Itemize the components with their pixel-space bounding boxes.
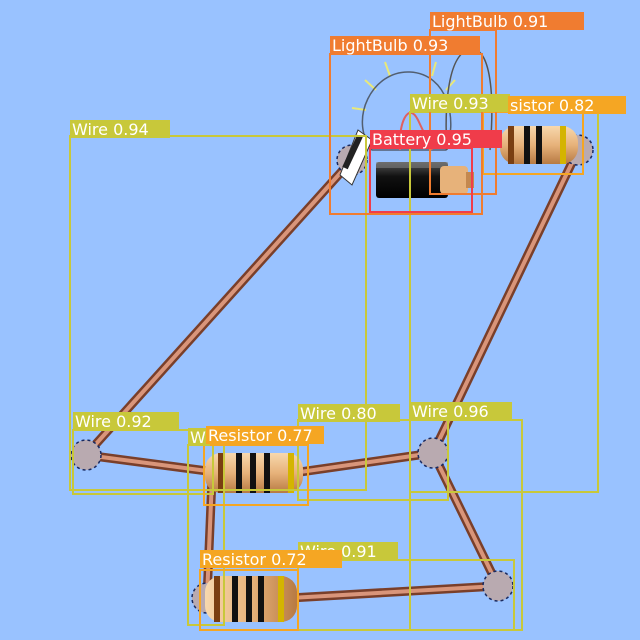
detection-label-bg — [410, 94, 510, 112]
detection-label-bg — [370, 130, 502, 148]
detection-label-text: Resistor 0.72 — [202, 550, 307, 569]
detection-label-text: LightBulb 0.93 — [332, 36, 448, 55]
wire-bottom-left-highlight — [84, 453, 217, 474]
detection-label-9: sistor 0.82 — [508, 96, 626, 115]
wire-diagonal-left-highlight — [84, 158, 354, 457]
wire-diagonal-bottom-right-highlight — [431, 451, 500, 588]
detection-label-text: LightBulb 0.91 — [432, 12, 548, 31]
wire-joint-left — [70, 439, 102, 471]
detection-label-text: Wire 0.93 — [412, 94, 489, 113]
detection-label-3: Wire 0.96 — [410, 402, 512, 421]
detection-label-bg — [188, 428, 210, 446]
wire-bottom-long-highlight — [288, 584, 500, 600]
detection-label-0: Wire 0.94 — [70, 120, 170, 139]
detection-label-text: Wi — [190, 428, 210, 447]
detection-label-text: Wire 0.80 — [300, 404, 377, 423]
detection-label-text: Battery 0.95 — [372, 130, 472, 149]
det-box-resistor-077 — [203, 444, 309, 506]
wire-joint-bottom-right — [482, 570, 514, 602]
detection-label-1: Wire 0.92 — [73, 412, 179, 431]
detection-label-bg — [508, 96, 626, 114]
detection-label-2: Wire 0.80 — [298, 404, 400, 423]
detection-label-8: Resistor 0.72 — [200, 550, 342, 569]
detection-label-text: sistor 0.82 — [510, 96, 594, 115]
resistor-icon — [500, 126, 578, 164]
det-box-resistor-072 — [199, 569, 299, 631]
detection-label-12: Battery 0.95 — [370, 130, 502, 149]
detection-label-bg — [298, 404, 400, 422]
detection-label-bg — [410, 402, 512, 420]
detection-label-bg — [70, 120, 170, 138]
detection-label-10: LightBulb 0.93 — [330, 36, 480, 55]
detection-label-bg — [330, 36, 480, 54]
detection-label-6: Wi — [188, 428, 210, 447]
det-box-wire-094 — [69, 135, 367, 491]
detection-label-text: Resistor 0.77 — [208, 426, 313, 445]
detection-label-4: Wire 0.93 — [410, 94, 510, 113]
resistor-icon — [205, 576, 297, 622]
battery-icon — [376, 162, 474, 198]
detection-label-7: Resistor 0.77 — [206, 426, 324, 445]
detection-label-text: Wire 0.94 — [72, 120, 149, 139]
detection-label-bg — [206, 426, 324, 444]
detection-label-11: LightBulb 0.91 — [430, 12, 584, 31]
detection-label-text: Wire 0.92 — [75, 412, 152, 431]
detection-label-bg — [430, 12, 584, 30]
resistor-icon — [205, 453, 303, 493]
wire-joint-mid — [417, 437, 449, 469]
detection-label-bg — [200, 550, 342, 568]
detection-label-text: Wire 0.96 — [412, 402, 489, 421]
wire-vertical-left-highlight — [205, 476, 214, 600]
detection-label-bg — [73, 412, 179, 430]
detection-labels: Wire 0.94 Wire 0.92 Wire 0.80 Wire 0.96 Wire… — [70, 12, 626, 569]
